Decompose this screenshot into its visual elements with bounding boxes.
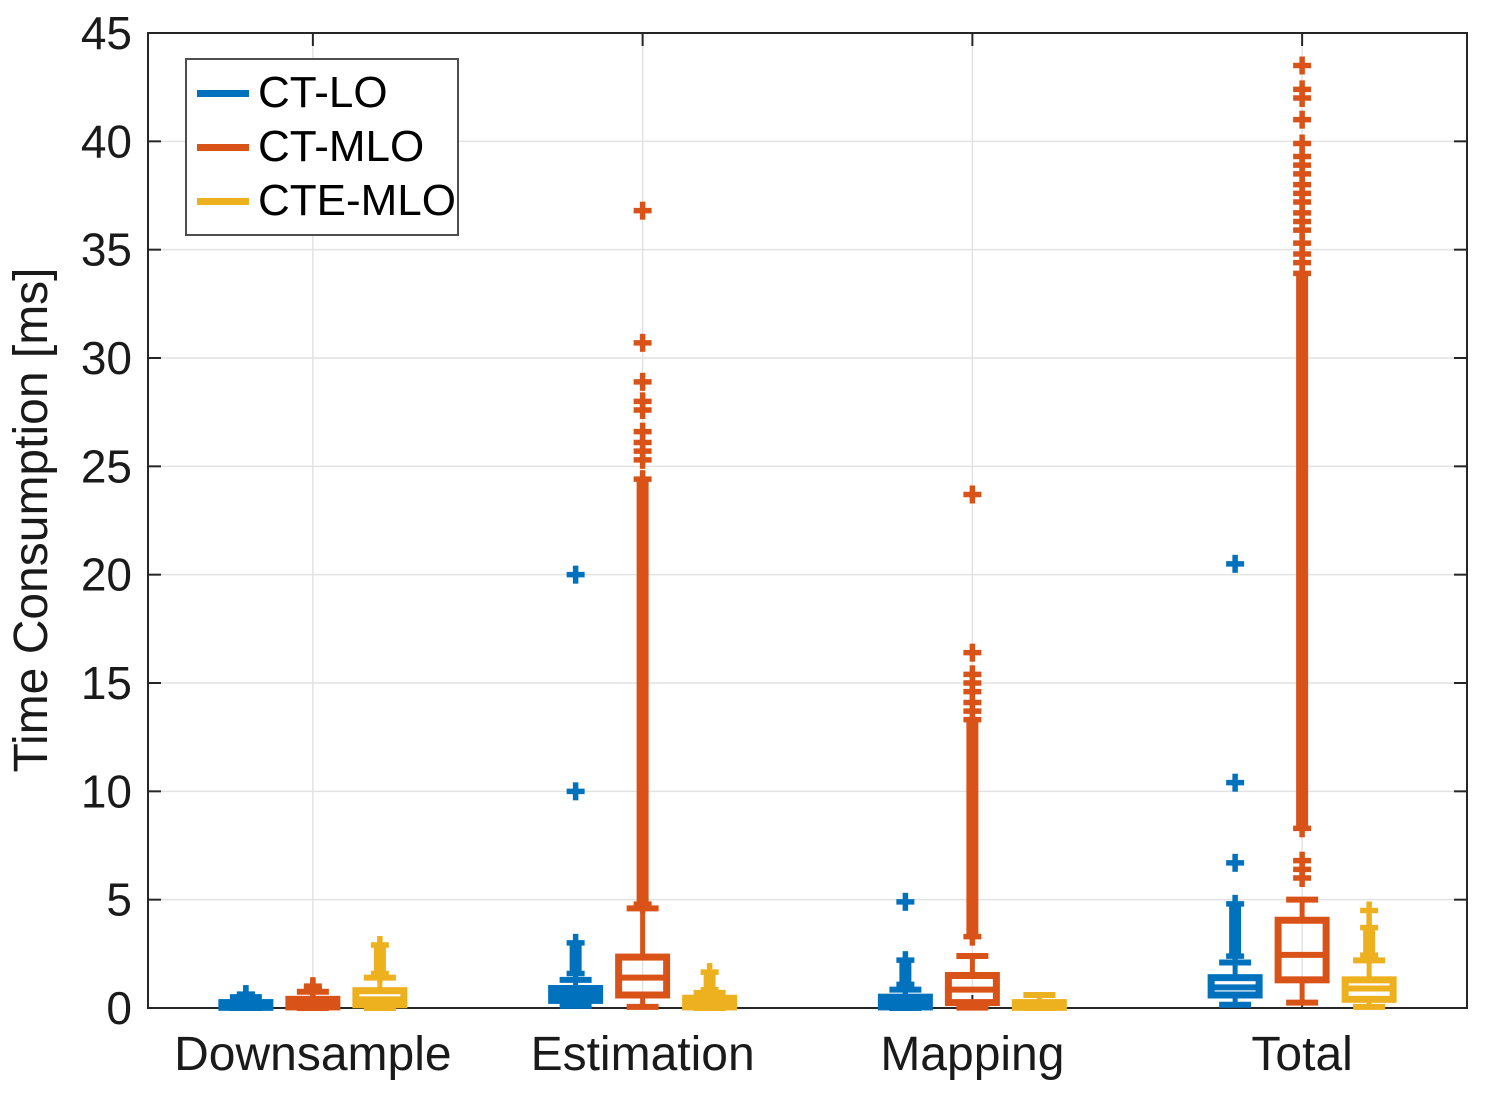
- legend-swatch: [197, 89, 249, 97]
- y-tick-label: 45: [81, 7, 132, 59]
- plot-border: [147, 32, 1468, 1009]
- legend-label: CT-MLO: [258, 122, 425, 171]
- outlier-column: [966, 717, 979, 939]
- y-tick-label: 0: [106, 982, 132, 1034]
- legend-swatch: [197, 197, 249, 205]
- y-tick-label: 20: [81, 549, 132, 601]
- legend-label: CT-LO: [258, 68, 388, 117]
- outlier-column: [899, 958, 912, 987]
- outlier-column: [636, 477, 649, 907]
- legend-swatch: [197, 143, 249, 151]
- outlier-column: [1229, 901, 1242, 959]
- x-tick-label: Total: [1251, 1028, 1352, 1081]
- y-tick-label: 30: [81, 332, 132, 384]
- y-axis-label: Time Consumption [ms]: [5, 267, 58, 773]
- legend: CT-LO CT-MLO CTE-MLO: [185, 58, 459, 236]
- outlier-column: [1296, 271, 1309, 831]
- legend-entry: CT-LO: [197, 68, 453, 118]
- outlier-column: [569, 940, 582, 976]
- outlier-column: [1363, 925, 1376, 958]
- x-tick-label: Estimation: [531, 1028, 755, 1081]
- y-tick-label: 40: [81, 115, 132, 167]
- legend-entry: CT-MLO: [197, 122, 453, 172]
- y-tick-label: 10: [81, 765, 132, 817]
- x-tick-label: Downsample: [174, 1028, 451, 1081]
- y-tick-label: 35: [81, 224, 132, 276]
- y-tick-label: 15: [81, 657, 132, 709]
- y-tick-label: 5: [106, 874, 132, 926]
- y-tick-label: 25: [81, 440, 132, 492]
- x-tick-label: Mapping: [880, 1028, 1064, 1081]
- outlier-column: [373, 943, 386, 976]
- legend-entry: CTE-MLO: [197, 176, 456, 226]
- box: [1274, 916, 1330, 984]
- legend-label: CTE-MLO: [258, 176, 456, 225]
